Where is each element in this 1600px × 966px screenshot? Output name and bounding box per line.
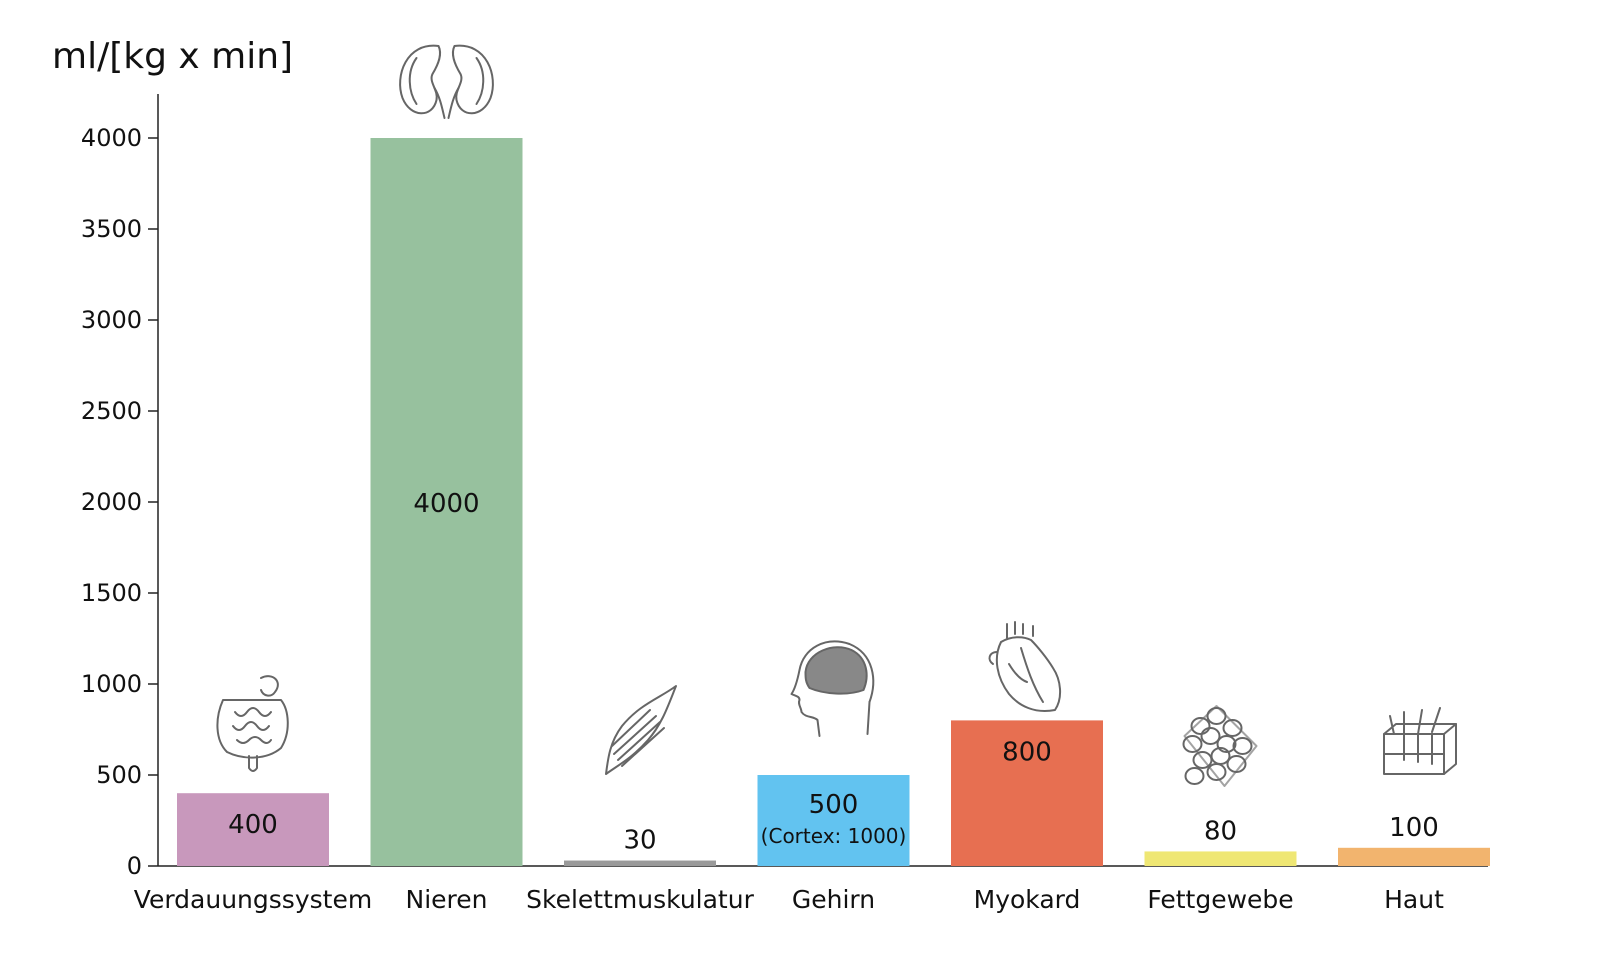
bar — [1144, 851, 1297, 866]
fat-tissue-icon — [1182, 705, 1258, 787]
category-label: Verdauungssystem — [134, 885, 372, 914]
value-label: 800 — [1002, 737, 1052, 767]
skin-icon — [1383, 707, 1457, 775]
y-tick-label: 3500 — [81, 215, 142, 243]
value-label: 4000 — [413, 489, 479, 519]
intestine-icon — [216, 675, 289, 772]
bar — [951, 720, 1103, 866]
value-label: 100 — [1389, 813, 1439, 843]
category-label: Skelettmuskulatur — [526, 885, 754, 914]
value-sublabel: (Cortex: 1000) — [761, 824, 907, 848]
kidneys-icon — [399, 44, 494, 119]
value-label: 30 — [623, 826, 656, 856]
y-tick-label: 3000 — [81, 306, 142, 334]
y-tick-label: 500 — [96, 761, 142, 789]
category-label: Gehirn — [792, 885, 875, 914]
category-label: Nieren — [406, 885, 488, 914]
value-label: 400 — [228, 810, 278, 840]
heart-icon — [988, 621, 1061, 712]
y-tick-label: 2500 — [81, 397, 142, 425]
category-label: Fettgewebe — [1147, 885, 1293, 914]
y-tick-label: 4000 — [81, 124, 142, 152]
bar — [370, 138, 523, 866]
y-tick-label: 1500 — [81, 579, 142, 607]
bar — [757, 775, 910, 866]
bar — [1338, 847, 1490, 866]
category-label: Haut — [1384, 885, 1444, 914]
category-label: Myokard — [974, 885, 1081, 914]
bar — [564, 860, 716, 866]
y-tick-label: 2000 — [81, 488, 142, 516]
value-label: 500 — [809, 790, 859, 820]
y-tick-label: 1000 — [81, 670, 142, 698]
bar — [177, 793, 329, 866]
brain-head-icon — [790, 640, 875, 737]
y-axis-label: ml/[kg x min] — [52, 36, 293, 77]
value-label: 80 — [1204, 816, 1237, 846]
y-tick-label: 0 — [127, 852, 142, 880]
muscle-icon — [605, 685, 677, 775]
